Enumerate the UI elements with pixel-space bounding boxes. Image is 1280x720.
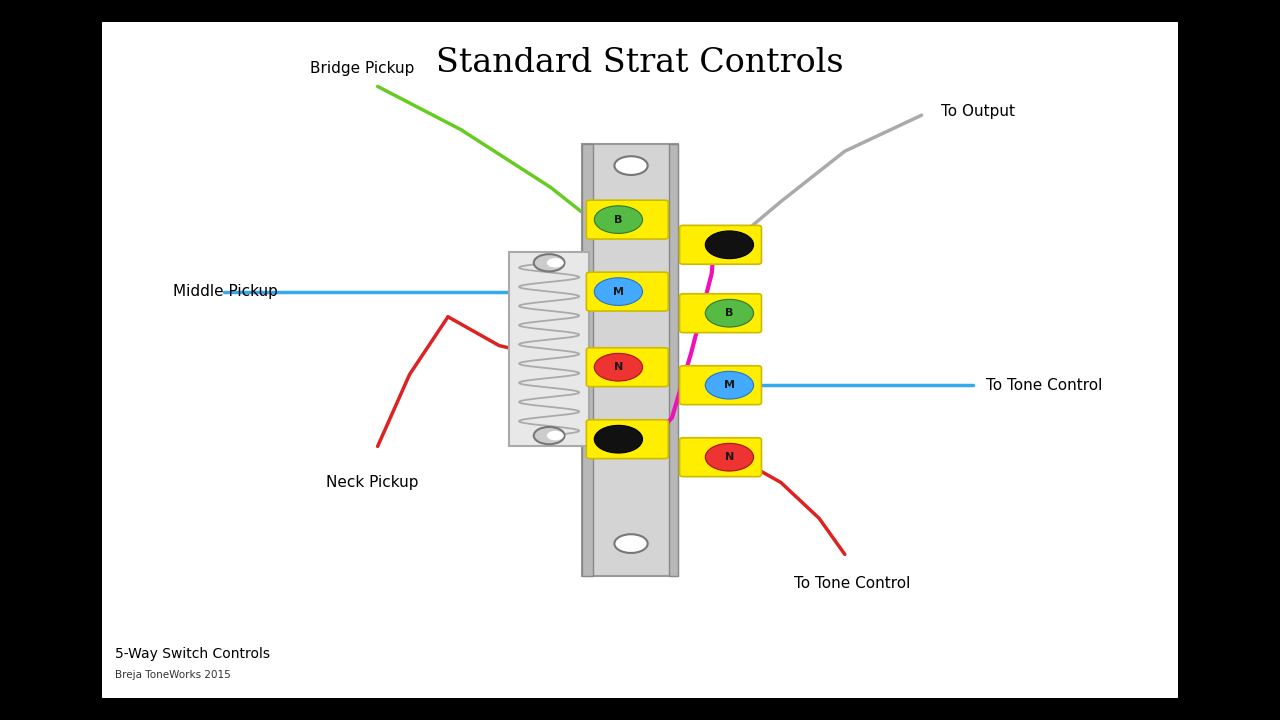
Ellipse shape xyxy=(705,300,754,327)
Ellipse shape xyxy=(594,206,643,233)
FancyBboxPatch shape xyxy=(669,144,678,576)
Ellipse shape xyxy=(705,231,754,258)
Text: M: M xyxy=(724,380,735,390)
Text: Breja ToneWorks 2015: Breja ToneWorks 2015 xyxy=(115,670,230,680)
Circle shape xyxy=(534,427,564,444)
Circle shape xyxy=(534,254,564,271)
Circle shape xyxy=(547,258,563,268)
Circle shape xyxy=(547,431,563,441)
Text: 5-Way Switch Controls: 5-Way Switch Controls xyxy=(115,647,270,661)
Circle shape xyxy=(614,534,648,553)
FancyBboxPatch shape xyxy=(586,348,668,387)
FancyBboxPatch shape xyxy=(586,200,668,239)
Text: B: B xyxy=(614,215,622,225)
FancyBboxPatch shape xyxy=(680,366,762,405)
Text: N: N xyxy=(724,452,733,462)
Ellipse shape xyxy=(594,426,643,453)
Text: B: B xyxy=(726,308,733,318)
Text: To Tone Control: To Tone Control xyxy=(986,378,1102,392)
FancyBboxPatch shape xyxy=(680,438,762,477)
Text: M: M xyxy=(613,287,623,297)
FancyBboxPatch shape xyxy=(582,144,593,576)
FancyBboxPatch shape xyxy=(680,225,762,264)
FancyBboxPatch shape xyxy=(509,252,589,446)
Ellipse shape xyxy=(705,444,754,471)
FancyBboxPatch shape xyxy=(102,22,1178,698)
Text: To Tone Control: To Tone Control xyxy=(794,576,910,591)
Circle shape xyxy=(614,156,648,175)
FancyBboxPatch shape xyxy=(680,294,762,333)
Text: Bridge Pickup: Bridge Pickup xyxy=(310,60,415,76)
Text: N: N xyxy=(614,362,623,372)
FancyBboxPatch shape xyxy=(582,144,678,576)
Ellipse shape xyxy=(594,354,643,381)
FancyBboxPatch shape xyxy=(586,272,668,311)
Text: To Output: To Output xyxy=(941,104,1015,119)
Ellipse shape xyxy=(594,278,643,305)
Text: Standard Strat Controls: Standard Strat Controls xyxy=(436,47,844,78)
Text: Middle Pickup: Middle Pickup xyxy=(173,284,278,299)
Ellipse shape xyxy=(705,372,754,399)
Text: Neck Pickup: Neck Pickup xyxy=(326,475,419,490)
FancyBboxPatch shape xyxy=(586,420,668,459)
